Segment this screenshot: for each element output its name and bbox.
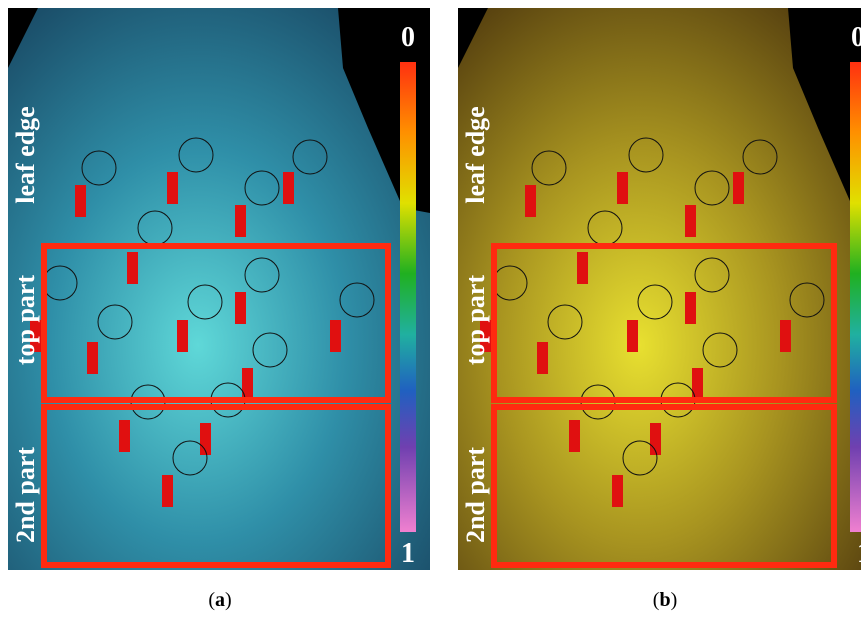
region-label: leaf edge bbox=[11, 106, 40, 203]
scale-bottom: 1 bbox=[857, 538, 861, 569]
sample-tag bbox=[127, 252, 138, 284]
sample-tag bbox=[525, 185, 536, 217]
region-label: top part bbox=[461, 275, 490, 366]
sample-tag bbox=[685, 205, 696, 237]
sample-tag bbox=[780, 320, 791, 352]
sample-tag bbox=[612, 475, 623, 507]
caption: (b) bbox=[653, 589, 677, 611]
scale-bottom: 1 bbox=[401, 538, 415, 569]
panel-b: 0 1 leaf edge top part 2nd part (b) bbox=[458, 8, 861, 611]
figure: 0 1 leaf edge top part 2nd part (a) 0 1 … bbox=[0, 0, 861, 619]
sample-tag bbox=[617, 172, 628, 204]
sample-tag bbox=[87, 342, 98, 374]
sample-tag bbox=[283, 172, 294, 204]
sample-tag bbox=[692, 368, 703, 400]
sample-tag bbox=[537, 342, 548, 374]
scale-top: 0 bbox=[401, 22, 415, 53]
sample-tag bbox=[235, 205, 246, 237]
region-label: 2nd part bbox=[461, 447, 490, 543]
leaf bbox=[458, 8, 861, 570]
sample-tag bbox=[627, 320, 638, 352]
sample-tag bbox=[235, 292, 246, 324]
scale-top: 0 bbox=[851, 22, 861, 53]
sample-tag bbox=[733, 172, 744, 204]
sample-tag bbox=[119, 420, 130, 452]
caption: (a) bbox=[208, 589, 231, 611]
region-label: top part bbox=[11, 275, 40, 366]
sample-tag bbox=[577, 252, 588, 284]
color-bar bbox=[400, 62, 416, 532]
sample-tag bbox=[685, 292, 696, 324]
sample-tag bbox=[330, 320, 341, 352]
sample-tag bbox=[177, 320, 188, 352]
sample-tag bbox=[242, 368, 253, 400]
region-label: 2nd part bbox=[11, 447, 40, 543]
panel-a: 0 1 leaf edge top part 2nd part (a) bbox=[8, 8, 430, 611]
sample-tag bbox=[75, 185, 86, 217]
region-label: leaf edge bbox=[461, 106, 490, 203]
sample-tag bbox=[167, 172, 178, 204]
sample-tag bbox=[162, 475, 173, 507]
sample-tag bbox=[569, 420, 580, 452]
color-bar bbox=[850, 62, 861, 532]
